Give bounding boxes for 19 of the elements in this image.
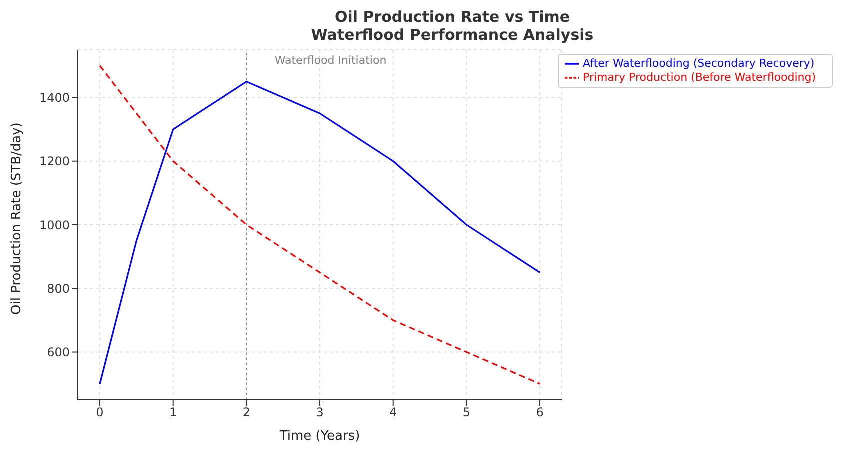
chart-subtitle: Waterflood Performance Analysis — [310, 26, 595, 44]
y-tick-label: 800 — [47, 282, 70, 296]
y-tick-label: 1200 — [39, 154, 70, 169]
x-tick-label: 1 — [170, 406, 178, 420]
x-tick-label: 0 — [96, 406, 104, 420]
y-tick-label: 1000 — [39, 218, 70, 232]
x-tick-label: 3 — [316, 406, 324, 420]
legend-label: Primary Production (Before Waterflooding) — [583, 71, 816, 84]
x-tick-label: 4 — [390, 406, 398, 420]
chart-title: Oil Production Rate vs Time — [334, 8, 572, 26]
x-tick-label: 2 — [242, 406, 250, 420]
x-tick-label: 5 — [462, 406, 471, 420]
y-axis-title: Oil Production Rate (STB/day) — [10, 122, 25, 315]
y-tick-label: 1400 — [39, 90, 70, 105]
x-axis-title: Time (Years) — [278, 429, 360, 444]
x-tick-label: 6 — [536, 406, 544, 420]
legend-label: After Waterflooding (Secondary Recovery) — [583, 57, 815, 70]
ref-line-label: Waterflood Initiation — [274, 54, 387, 67]
y-tick-label: 600 — [47, 346, 70, 360]
